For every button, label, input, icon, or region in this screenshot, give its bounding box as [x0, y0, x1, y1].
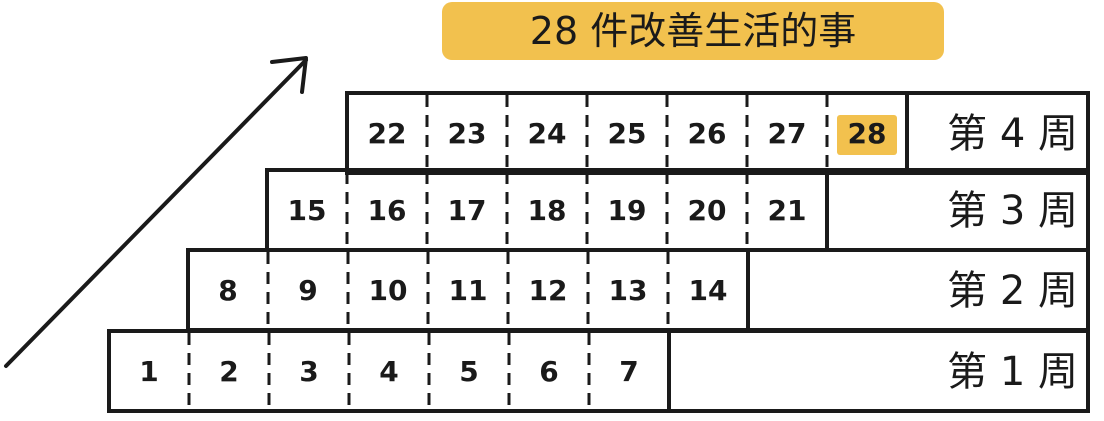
arrow-head-icon [270, 56, 308, 94]
day-number-4: 4 [379, 355, 398, 388]
growth-arrow [4, 56, 308, 368]
week-label-3: 第 3 周 [947, 188, 1078, 234]
day-number-6: 6 [539, 355, 558, 388]
week-row-frame [345, 91, 1090, 175]
arrow-shaft [4, 58, 308, 368]
day-number-2: 2 [219, 355, 238, 388]
day-number-21: 21 [768, 194, 807, 227]
week-row-3: 15 16 17 18 19 20 21 第 3 周 [265, 168, 1090, 252]
day-number-11: 11 [449, 274, 488, 307]
week-row-4: 22 23 24 25 26 27 28 第 4 周 [345, 91, 1090, 175]
week-row-frame [265, 168, 1090, 252]
day-number-28: 28 [848, 117, 887, 150]
week-row-2: 8 9 10 11 12 13 14 第 2 周 [186, 248, 1090, 332]
day-number-27: 27 [768, 117, 807, 150]
title-highlight [442, 2, 944, 60]
day-number-13: 13 [609, 274, 648, 307]
day-number-24: 24 [528, 117, 567, 150]
day-number-3: 3 [299, 355, 318, 388]
day-highlight [837, 115, 897, 155]
day-number-18: 18 [528, 194, 567, 227]
day-number-19: 19 [608, 194, 647, 227]
week-label-4: 第 4 周 [947, 111, 1078, 157]
week-row-1: 1 2 3 4 5 6 7 第 1 周 [107, 329, 1090, 413]
day-number-17: 17 [448, 194, 487, 227]
day-number-9: 9 [298, 274, 317, 307]
day-number-1: 1 [139, 355, 158, 388]
day-number-25: 25 [608, 117, 647, 150]
day-number-14: 14 [689, 274, 728, 307]
title-banner: 28 件改善生活的事 [442, 2, 944, 60]
day-number-26: 26 [688, 117, 727, 150]
day-number-16: 16 [368, 194, 407, 227]
day-number-22: 22 [368, 117, 407, 150]
week-label-2: 第 2 周 [947, 268, 1078, 314]
week-row-frame [107, 329, 1090, 413]
day-number-20: 20 [688, 194, 727, 227]
day-number-5: 5 [459, 355, 478, 388]
day-number-12: 12 [529, 274, 568, 307]
day-number-23: 23 [448, 117, 487, 150]
week-label-1: 第 1 周 [947, 349, 1078, 395]
title-text: 28 件改善生活的事 [530, 9, 856, 53]
day-number-7: 7 [619, 355, 638, 388]
day-number-10: 10 [369, 274, 408, 307]
day-number-8: 8 [218, 274, 237, 307]
day-number-15: 15 [288, 194, 327, 227]
